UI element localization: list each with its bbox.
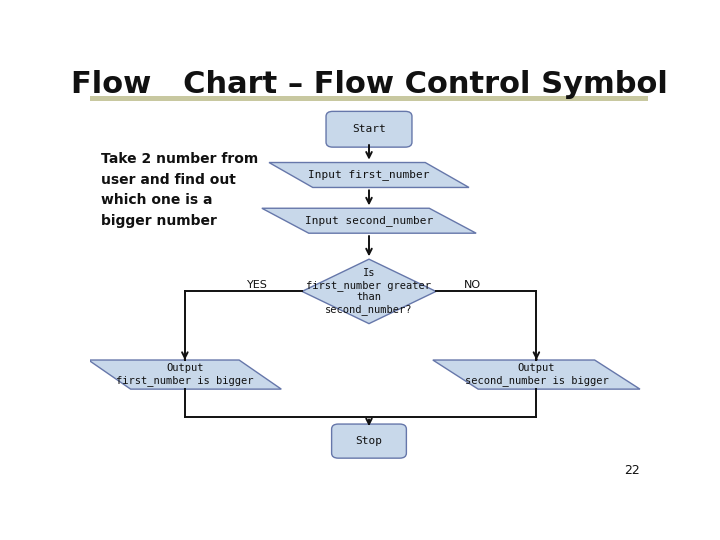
Polygon shape xyxy=(433,360,640,389)
Text: Input second_number: Input second_number xyxy=(305,215,433,226)
Text: Start: Start xyxy=(352,124,386,134)
Text: Input first_number: Input first_number xyxy=(308,170,430,180)
Text: Flow   Chart – Flow Control Symbol: Flow Chart – Flow Control Symbol xyxy=(71,70,667,99)
Text: Stop: Stop xyxy=(356,436,382,446)
Bar xyxy=(90,96,648,102)
FancyBboxPatch shape xyxy=(332,424,406,458)
Text: YES: YES xyxy=(247,280,268,290)
Text: Take 2 number from
user and find out
which one is a
bigger number: Take 2 number from user and find out whi… xyxy=(101,152,258,228)
Text: Is
first_number greater
than
second_number?: Is first_number greater than second_numb… xyxy=(307,268,431,315)
Polygon shape xyxy=(302,259,436,323)
Text: 22: 22 xyxy=(624,464,639,477)
FancyBboxPatch shape xyxy=(326,111,412,147)
Polygon shape xyxy=(269,163,469,187)
Text: NO: NO xyxy=(464,280,481,290)
Text: Output
first_number is bigger: Output first_number is bigger xyxy=(116,363,253,386)
Polygon shape xyxy=(89,360,282,389)
Polygon shape xyxy=(262,208,476,233)
Text: Output
second_number is bigger: Output second_number is bigger xyxy=(464,363,608,386)
